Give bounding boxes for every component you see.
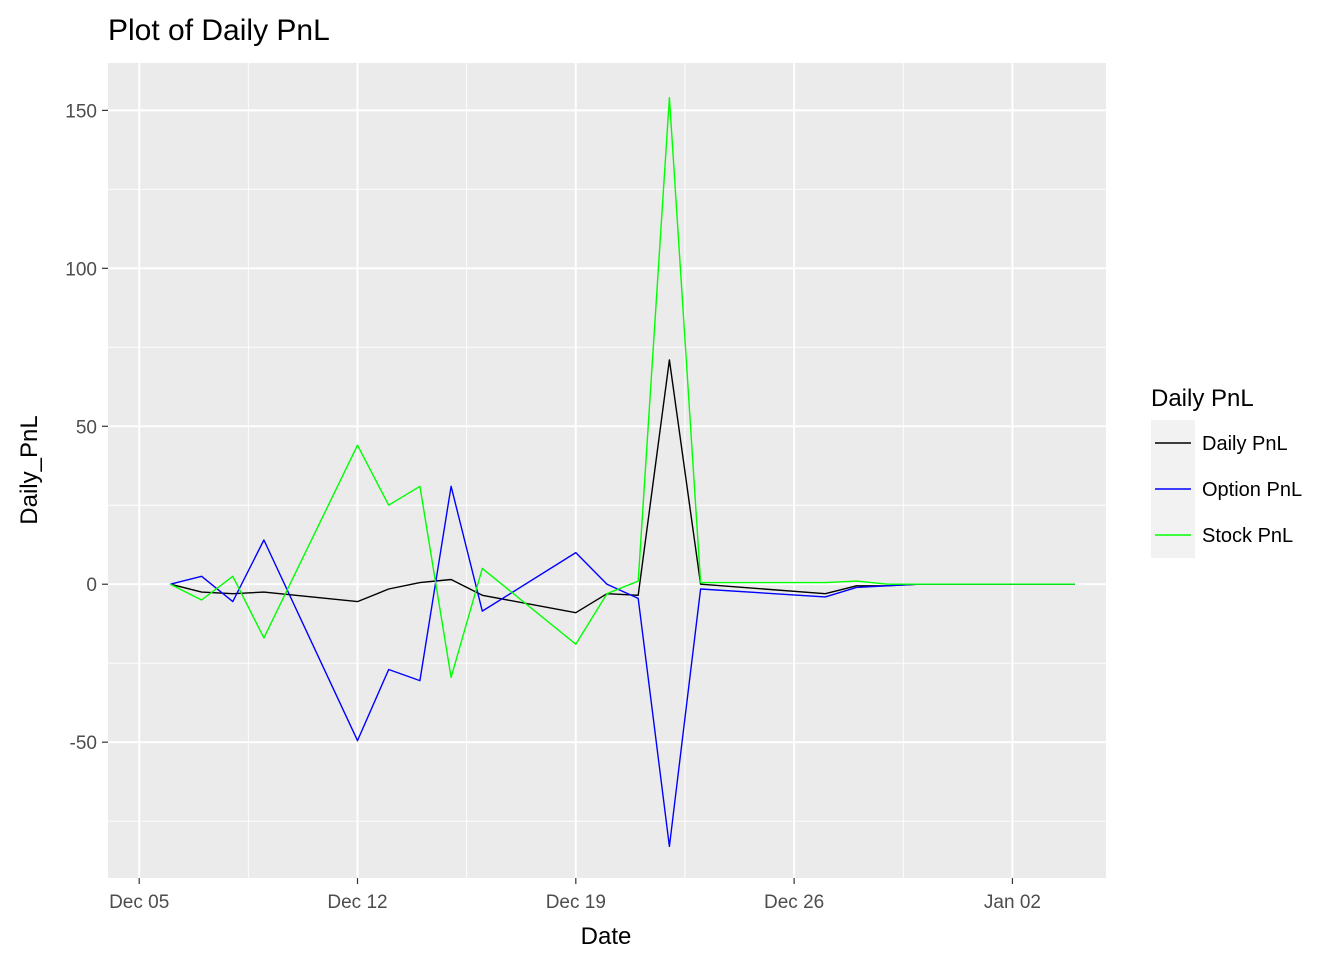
chart-title: Plot of Daily PnL — [108, 14, 330, 47]
y-tick-label: -50 — [70, 733, 97, 754]
x-axis: Dec 05 Dec 12 Dec 19 Dec 26 Jan 02 — [109, 878, 1041, 913]
minor-gridlines — [108, 63, 1106, 878]
x-axis-title: Date — [581, 923, 632, 950]
x-tick-label: Dec 12 — [327, 892, 387, 913]
x-tick-label: Dec 26 — [764, 892, 824, 913]
legend-item: Daily PnL — [1151, 420, 1288, 466]
legend-label: Stock PnL — [1202, 525, 1293, 547]
y-tick-label: 100 — [65, 259, 97, 280]
major-gridlines — [108, 63, 1106, 878]
y-tick-label: 0 — [86, 575, 97, 596]
y-tick-label: 150 — [65, 101, 97, 122]
series-lines — [170, 96, 1075, 848]
legend-label: Option PnL — [1202, 479, 1302, 501]
legend-label: Daily PnL — [1202, 433, 1288, 455]
x-tick-label: Dec 05 — [109, 892, 169, 913]
legend-item: Stock PnL — [1151, 512, 1293, 558]
y-axis: -50 0 50 100 150 — [65, 101, 108, 754]
y-tick-label: 50 — [76, 417, 97, 438]
legend-item: Option PnL — [1151, 466, 1302, 512]
y-axis-title: Daily_PnL — [16, 415, 43, 524]
series-line-option-pnl — [170, 485, 1075, 848]
legend-title: Daily PnL — [1151, 385, 1254, 412]
plot-panel — [108, 63, 1106, 878]
legend: Daily PnL Daily PnL Option PnL Stock PnL — [1151, 385, 1302, 558]
x-tick-label: Dec 19 — [546, 892, 606, 913]
x-tick-label: Jan 02 — [984, 892, 1041, 913]
series-line-stock-pnl — [170, 96, 1075, 679]
